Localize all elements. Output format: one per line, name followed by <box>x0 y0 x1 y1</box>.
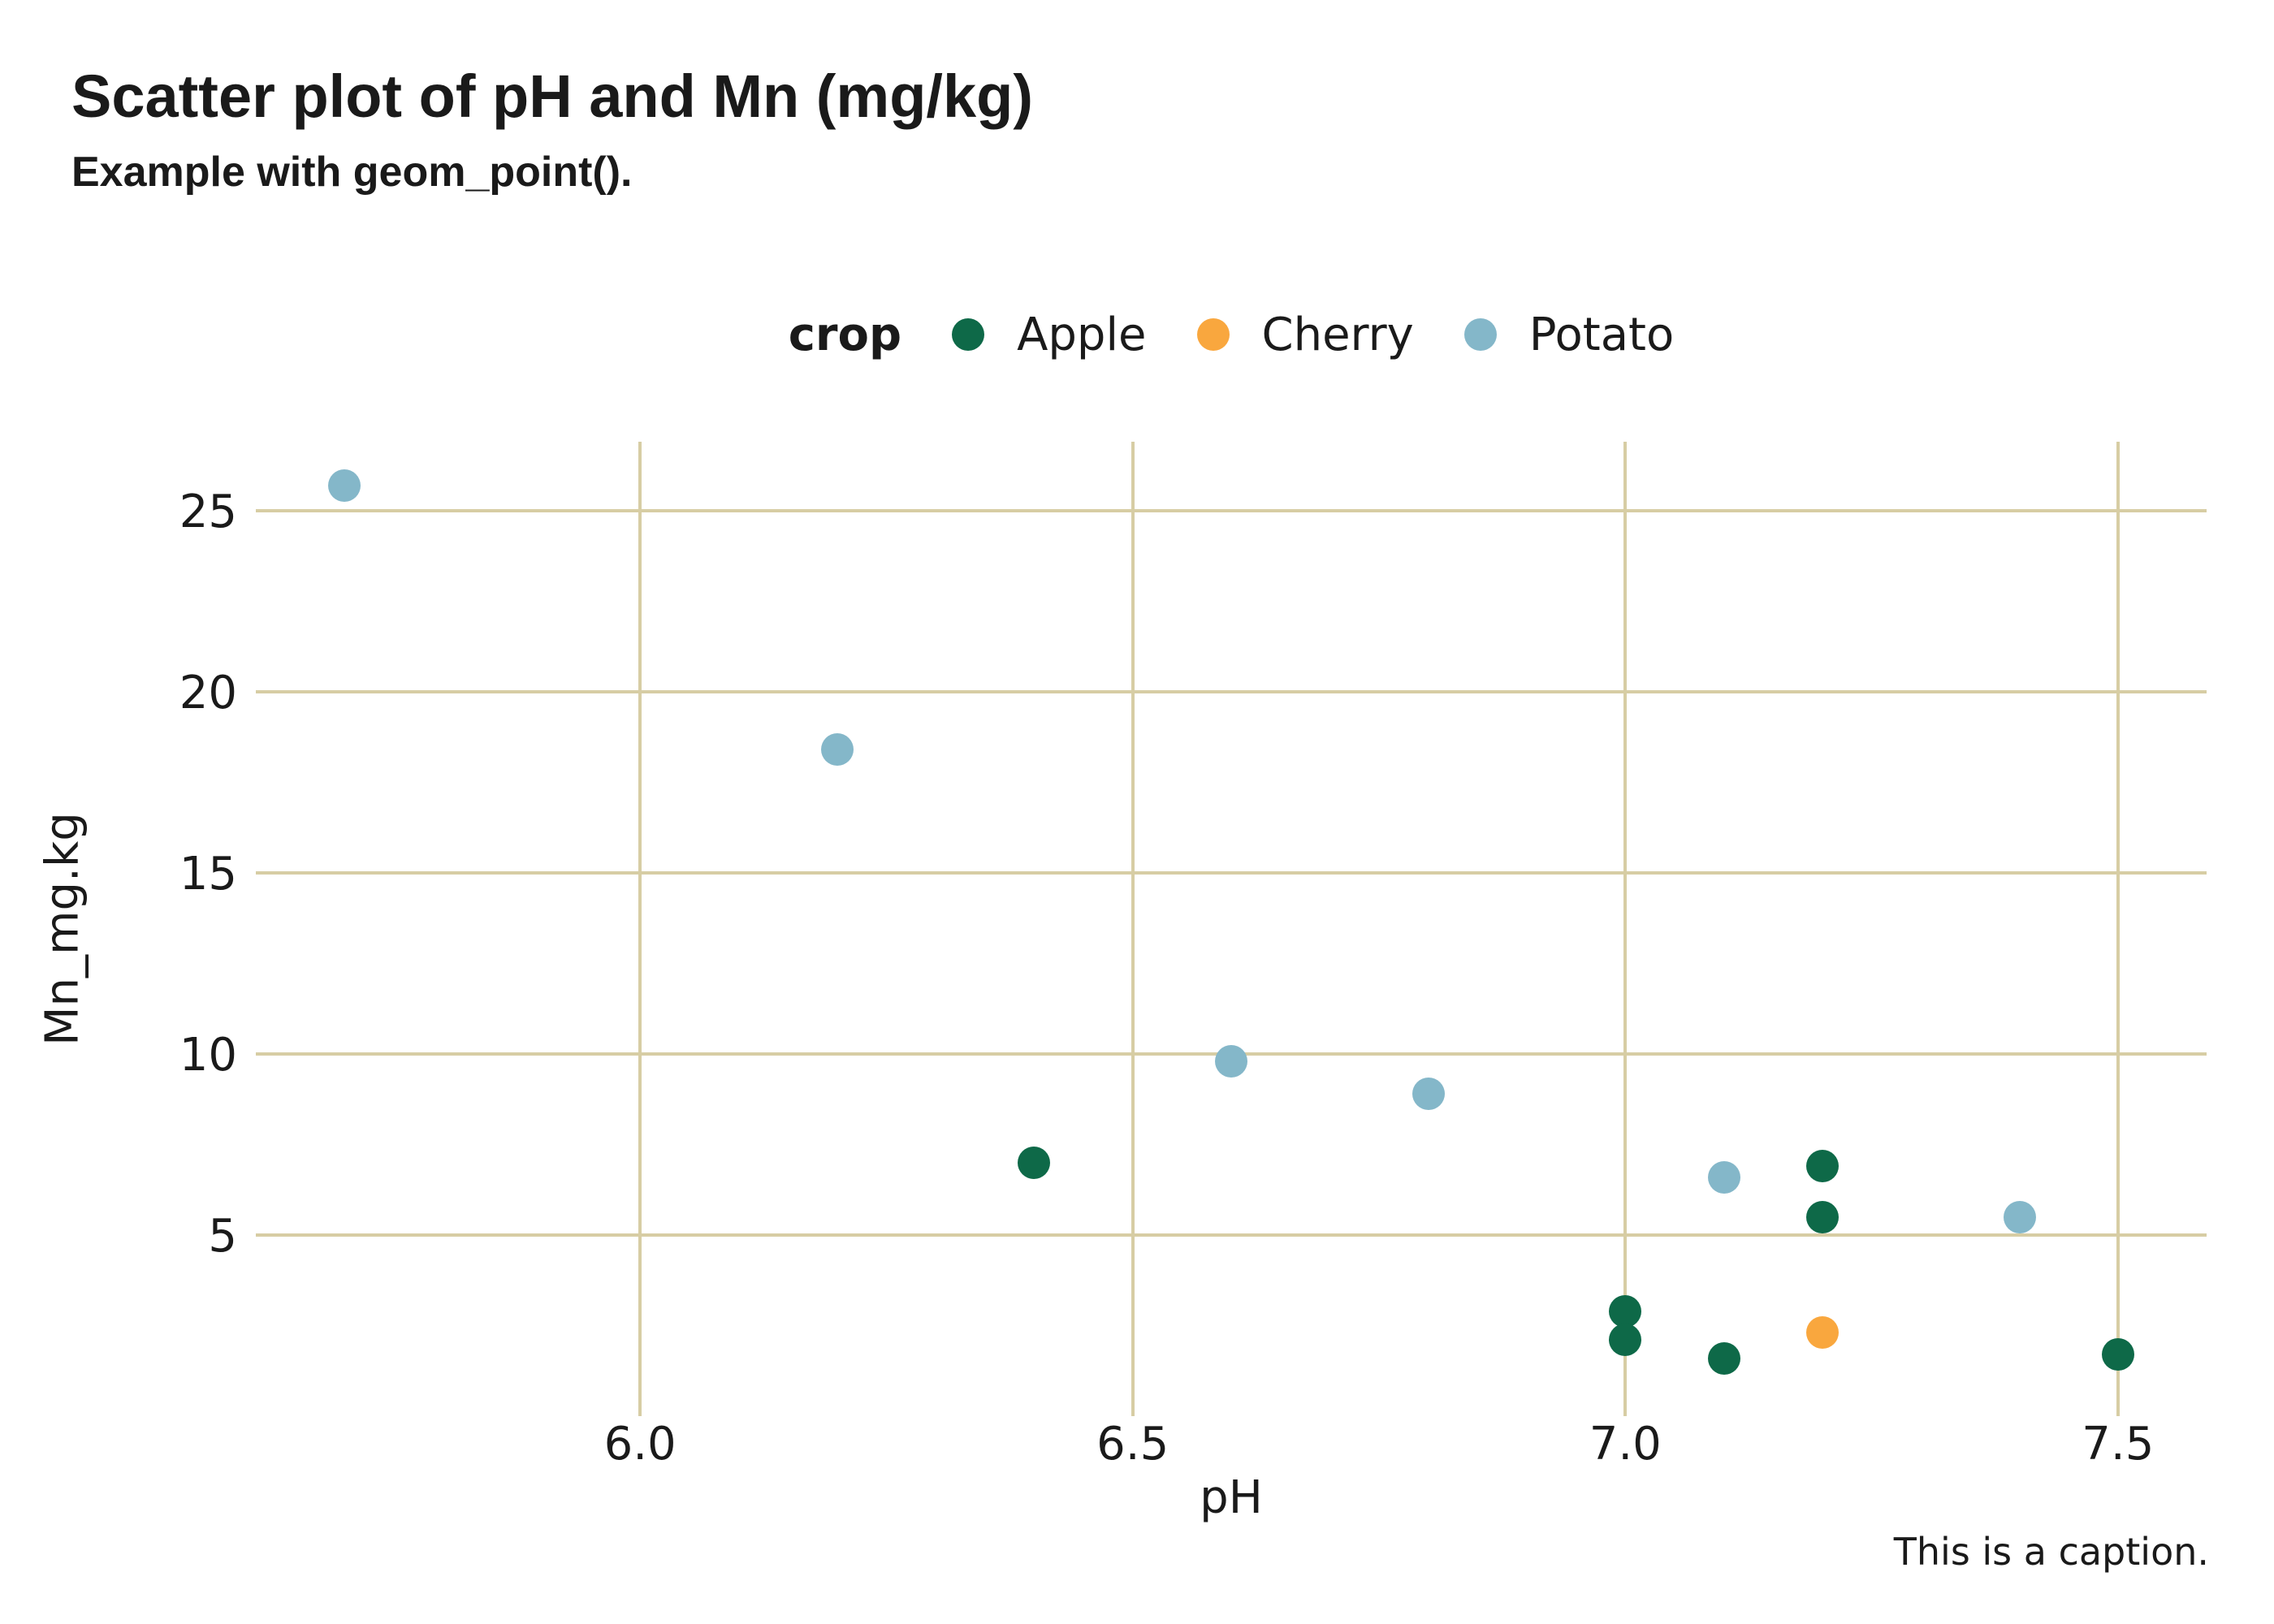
legend-swatch-apple-icon <box>952 318 985 351</box>
point-potato-0 <box>328 469 361 502</box>
x-tick-label-6.5: 6.5 <box>1096 1418 1169 1471</box>
gridline-x-6.0 <box>638 442 642 1416</box>
y-tick-label-15: 15 <box>179 847 237 901</box>
point-potato-4 <box>1707 1160 1740 1194</box>
legend-item-potato: Potato <box>1463 308 1675 361</box>
gridline-y-5 <box>256 1233 2207 1237</box>
y-tick-label-25: 25 <box>179 485 237 538</box>
point-apple-2 <box>1609 1324 1642 1357</box>
point-potato-3 <box>1412 1077 1445 1110</box>
legend-swatch-cherry-icon <box>1196 318 1230 351</box>
point-apple-3 <box>1707 1341 1740 1375</box>
point-apple-6 <box>2101 1338 2134 1371</box>
legend-title: crop <box>788 308 902 361</box>
plot-caption: This is a caption. <box>1893 1530 2209 1574</box>
y-tick-label-5: 5 <box>208 1209 237 1263</box>
legend-label-apple: Apple <box>1017 308 1147 361</box>
point-potato-5 <box>2003 1200 2036 1233</box>
legend-item-apple: Apple <box>952 308 1147 361</box>
gridline-y-20 <box>256 689 2207 693</box>
x-axis-title: pH <box>1200 1471 1263 1524</box>
point-potato-2 <box>1215 1044 1247 1078</box>
legend-swatch-potato-icon <box>1463 318 1497 351</box>
legend-label-cherry: Cherry <box>1261 308 1414 361</box>
gridline-y-15 <box>256 870 2207 875</box>
x-tick-label-7.5: 7.5 <box>2082 1418 2155 1471</box>
gridline-x-7.5 <box>2116 442 2120 1416</box>
point-cherry-0 <box>1805 1316 1839 1350</box>
legend-item-cherry: Cherry <box>1196 308 1414 361</box>
plot-panel <box>256 442 2207 1416</box>
y-tick-label-20: 20 <box>179 666 237 719</box>
point-apple-1 <box>1609 1294 1642 1328</box>
point-apple-4 <box>1805 1150 1839 1183</box>
plot-subtitle: Example with geom_point(). <box>71 149 633 196</box>
plot-title: Scatter plot of pH and Mn (mg/kg) <box>71 63 1033 130</box>
legend-label-potato: Potato <box>1528 308 1675 361</box>
y-tick-label-10: 10 <box>179 1028 237 1082</box>
point-potato-1 <box>820 733 854 767</box>
point-apple-0 <box>1018 1146 1051 1179</box>
x-tick-label-7.0: 7.0 <box>1589 1418 1662 1471</box>
x-tick-label-6.0: 6.0 <box>603 1418 677 1471</box>
gridline-y-25 <box>256 508 2207 512</box>
legend: crop Apple Cherry Potato <box>256 302 2207 367</box>
gridline-x-7.0 <box>1623 442 1628 1416</box>
gridline-x-6.5 <box>1131 442 1135 1416</box>
point-apple-5 <box>1805 1200 1839 1233</box>
